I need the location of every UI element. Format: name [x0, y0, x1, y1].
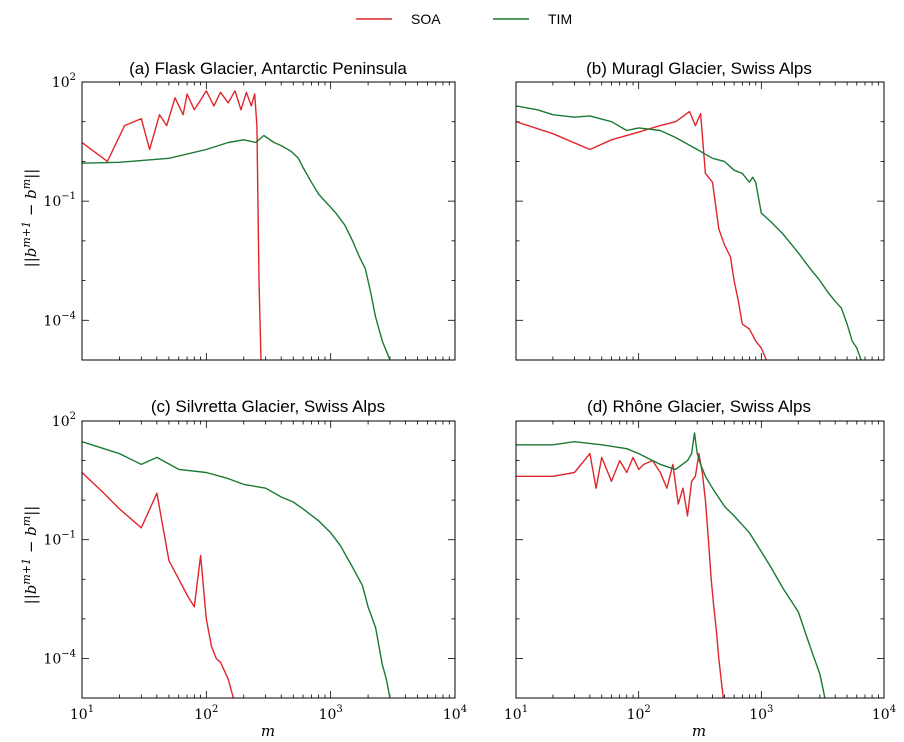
y-tick-label: 102: [52, 72, 76, 91]
panel-b: [515, 81, 885, 361]
series-line-soa: [516, 110, 768, 360]
series-line-soa: [82, 90, 262, 360]
plot-frame: [515, 81, 885, 361]
panel-c-title: (c) Silvretta Glacier, Swiss Alps: [151, 397, 385, 416]
x-axis-label-right: m: [692, 722, 706, 740]
plot-frame: [81, 81, 456, 361]
x-tick-label: 101: [504, 704, 528, 723]
legend-label-soa: SOA: [411, 11, 441, 27]
y-tick-label: 10−1: [43, 530, 76, 549]
y-axis-label-top: ||bm+1 − bm||: [20, 169, 40, 268]
plot-frame: [81, 420, 456, 699]
panel-a-title: (a) Flask Glacier, Antarctic Peninsula: [129, 59, 407, 78]
y-tick-label: 10−1: [43, 191, 76, 210]
series-line-tim: [82, 441, 391, 698]
x-axis-label-left: m: [261, 722, 275, 740]
legend: SOA TIM: [356, 11, 572, 27]
x-tick-label: 103: [749, 704, 773, 723]
series-line-soa: [516, 452, 724, 698]
x-tick-label: 103: [319, 704, 343, 723]
x-tick-label: 104: [443, 704, 467, 723]
panel-d: 101 102 103 104: [504, 420, 896, 723]
panel-a: 102 10−1 10−4: [43, 72, 456, 361]
x-tick-label: 104: [872, 704, 896, 723]
series-line-soa: [82, 471, 235, 698]
series-line-tim: [516, 432, 826, 698]
x-tick-label: 102: [194, 704, 218, 723]
legend-label-tim: TIM: [548, 11, 572, 27]
x-tick-label: 101: [70, 704, 94, 723]
panel-d-title: (d) Rhône Glacier, Swiss Alps: [587, 397, 811, 416]
y-tick-label: 10−4: [43, 648, 76, 667]
plot-frame: [515, 420, 885, 699]
y-axis-label-bottom: ||bm+1 − bm||: [20, 506, 40, 605]
x-tick-label: 102: [627, 704, 651, 723]
panel-c: 102 10−1 10−4 101 102 103 104: [43, 411, 467, 723]
y-tick-label: 10−4: [43, 310, 76, 329]
y-tick-label: 102: [52, 411, 76, 430]
panel-b-title: (b) Muragl Glacier, Swiss Alps: [586, 59, 812, 78]
series-line-tim: [82, 134, 391, 360]
series-line-tim: [516, 105, 862, 360]
